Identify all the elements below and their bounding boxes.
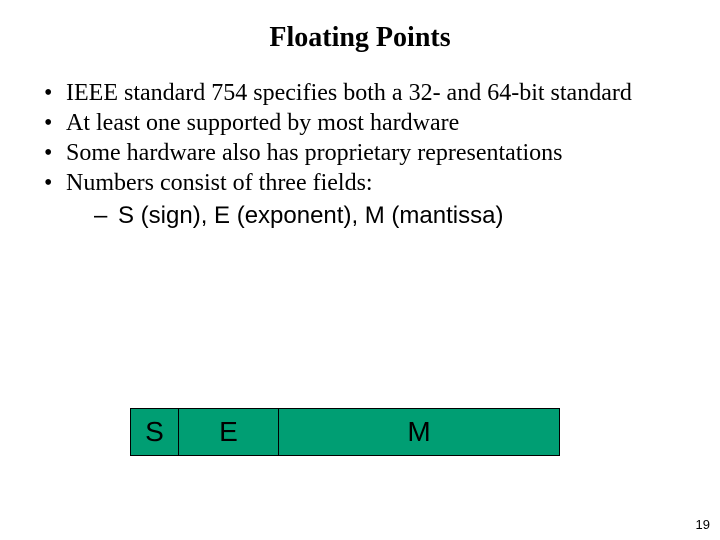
field-sign-cell: S (131, 409, 179, 455)
sub-bullet-list: S (sign), E (exponent), M (mantissa) (66, 200, 690, 231)
bullet-item: Numbers consist of three fields: S (sign… (42, 168, 690, 231)
field-exponent-cell: E (179, 409, 279, 455)
slide-title: Floating Points (30, 22, 690, 54)
field-mantissa-cell: M (279, 409, 559, 455)
fields-diagram: S E M (130, 408, 560, 456)
sub-bullet-item: S (sign), E (exponent), M (mantissa) (94, 200, 690, 231)
bullet-item: At least one supported by most hardware (42, 108, 690, 138)
bullet-list: IEEE standard 754 specifies both a 32- a… (30, 78, 690, 231)
page-number: 19 (696, 517, 710, 532)
bullet-item: IEEE standard 754 specifies both a 32- a… (42, 78, 690, 108)
bullet-text: Numbers consist of three fields: (66, 170, 373, 196)
bullet-item: Some hardware also has proprietary repre… (42, 138, 690, 168)
slide: Floating Points IEEE standard 754 specif… (0, 0, 720, 540)
